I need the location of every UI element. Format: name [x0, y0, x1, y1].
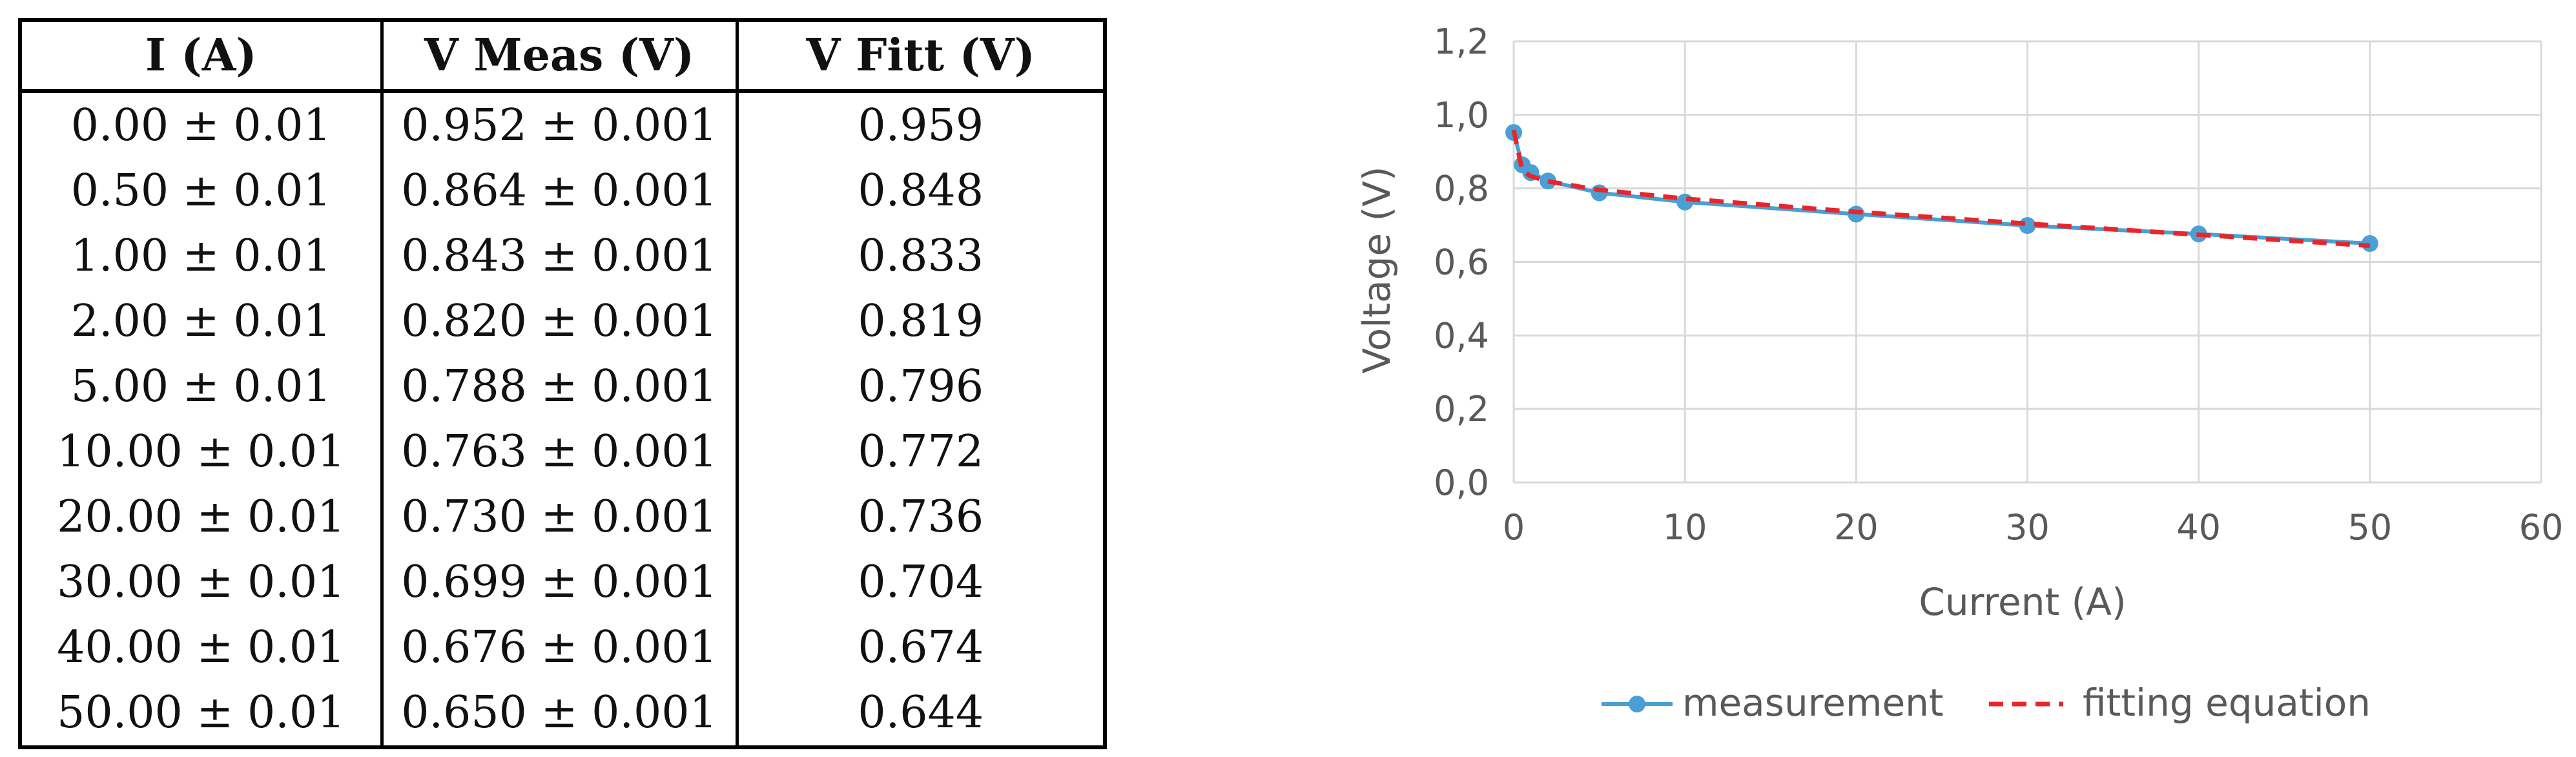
cell-v-fitt: 0.704 [735, 550, 1107, 615]
cell-v-fitt: 0.819 [735, 289, 1107, 354]
cell-v-meas: 0.699 ± 0.001 [380, 550, 739, 615]
measurement-point [1591, 184, 1608, 202]
table-row: 0.00 ± 0.01 0.952 ± 0.001 0.959 [18, 91, 1107, 158]
cell-v-meas: 0.864 ± 0.001 [380, 158, 739, 223]
x-tick-label: 20 [1834, 507, 1879, 548]
table-body: 0.00 ± 0.01 0.952 ± 0.001 0.959 0.50 ± 0.01… [18, 91, 1107, 747]
y-tick-label: 0,2 [1434, 389, 1489, 430]
cell-v-meas: 0.676 ± 0.001 [380, 615, 739, 680]
table-row: 2.00 ± 0.01 0.820 ± 0.001 0.819 [18, 289, 1107, 354]
table-header-row: I (A) V Meas (V) V Fitt (V) [18, 20, 1107, 93]
cell-v-fitt: 0.959 [735, 91, 1107, 158]
table-row: 30.00 ± 0.01 0.699 ± 0.001 0.704 [18, 550, 1107, 615]
x-axis-label: Current (A) [1919, 580, 2126, 624]
cell-v-meas: 0.763 ± 0.001 [380, 419, 739, 484]
cell-current: 0.50 ± 0.01 [18, 158, 384, 223]
cell-current: 0.00 ± 0.01 [18, 91, 384, 158]
header-current: I (A) [18, 20, 384, 93]
cell-v-meas: 0.952 ± 0.001 [380, 91, 739, 158]
cell-current: 5.00 ± 0.01 [18, 354, 384, 419]
table-row: 10.00 ± 0.01 0.763 ± 0.001 0.772 [18, 419, 1107, 484]
grid-lines [1512, 40, 2542, 484]
y-tick-label: 0,8 [1434, 169, 1489, 209]
data-table: I (A) V Meas (V) V Fitt (V) 0.00 ± 0.01 0… [18, 18, 1107, 749]
table-row: 40.00 ± 0.01 0.676 ± 0.001 0.674 [18, 615, 1107, 680]
cell-v-meas: 0.820 ± 0.001 [380, 289, 739, 354]
cell-v-meas: 0.843 ± 0.001 [380, 223, 739, 289]
x-tick-label: 0 [1503, 507, 1525, 548]
x-tick-label: 10 [1663, 507, 1707, 548]
y-tick-labels: 0,0 0,2 0,4 0,6 0,8 1,0 1,2 [1434, 21, 1489, 503]
x-tick-label: 50 [2347, 507, 2392, 548]
table-row: 0.50 ± 0.01 0.864 ± 0.001 0.848 [18, 158, 1107, 223]
measurement-point [1540, 172, 1557, 190]
x-tick-labels: 0 10 20 30 40 50 60 [1503, 507, 2564, 548]
y-tick-label: 1,0 [1434, 95, 1489, 136]
cell-v-fitt: 0.674 [735, 615, 1107, 680]
x-tick-label: 40 [2176, 507, 2221, 548]
cell-current: 20.00 ± 0.01 [18, 484, 384, 550]
y-tick-label: 1,2 [1434, 21, 1489, 62]
cell-v-meas: 0.650 ± 0.001 [380, 680, 739, 747]
fitting-equation-line [1511, 129, 2371, 248]
cell-current: 30.00 ± 0.01 [18, 550, 384, 615]
header-v-fitt: V Fitt (V) [735, 20, 1107, 93]
cell-v-fitt: 0.796 [735, 354, 1107, 419]
x-tick-label: 30 [2005, 507, 2050, 548]
cell-v-fitt: 0.833 [735, 223, 1107, 289]
cell-v-fitt: 0.772 [735, 419, 1107, 484]
table-row: 20.00 ± 0.01 0.730 ± 0.001 0.736 [18, 484, 1107, 550]
legend: measurement fitting equation [1602, 681, 2371, 725]
y-tick-label: 0,6 [1434, 242, 1489, 283]
cell-v-fitt: 0.848 [735, 158, 1107, 223]
x-tick-label: 60 [2519, 507, 2564, 548]
cell-v-meas: 0.788 ± 0.001 [380, 354, 739, 419]
legend-measurement-marker [1629, 696, 1645, 712]
table-row: 1.00 ± 0.01 0.843 ± 0.001 0.833 [18, 223, 1107, 289]
y-tick-label: 0,4 [1434, 315, 1489, 356]
voltage-current-chart: 0 10 20 30 40 50 60 0,0 0,2 0,4 0,6 0,8 1,0 1,2 Curr… [1355, 21, 2564, 725]
y-tick-label: 0,0 [1434, 462, 1489, 503]
header-v-meas: V Meas (V) [380, 20, 739, 93]
y-axis-label: Voltage (V) [1355, 167, 1399, 374]
legend-fitting-label: fitting equation [2083, 681, 2371, 725]
cell-current: 2.00 ± 0.01 [18, 289, 384, 354]
cell-current: 50.00 ± 0.01 [18, 680, 384, 747]
cell-v-fitt: 0.644 [735, 680, 1107, 747]
measurement-point [1676, 193, 1694, 211]
cell-current: 1.00 ± 0.01 [18, 223, 384, 289]
table-row: 5.00 ± 0.01 0.788 ± 0.001 0.796 [18, 354, 1107, 419]
series-layer [1505, 124, 2378, 253]
cell-v-meas: 0.730 ± 0.001 [380, 484, 739, 550]
legend-measurement-label: measurement [1682, 681, 1944, 725]
cell-current: 10.00 ± 0.01 [18, 419, 384, 484]
cell-current: 40.00 ± 0.01 [18, 615, 384, 680]
table-row: 50.00 ± 0.01 0.650 ± 0.001 0.644 [18, 680, 1107, 747]
cell-v-fitt: 0.736 [735, 484, 1107, 550]
